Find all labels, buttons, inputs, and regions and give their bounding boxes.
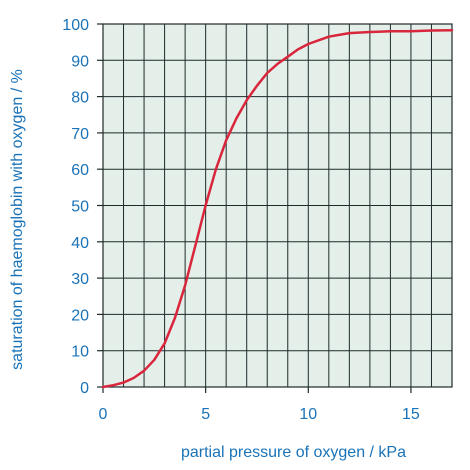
x-tick-label: 10 (299, 406, 317, 423)
y-tick-label: 80 (71, 90, 89, 107)
x-tick-label: 15 (402, 406, 420, 423)
saturation-curve (101, 28, 454, 389)
y-tick-label: 50 (71, 199, 89, 216)
y-tick-label: 70 (71, 126, 89, 143)
y-tick-label: 40 (71, 235, 89, 252)
x-axis-label: partial pressure of oxygen / kPa (181, 444, 406, 461)
y-tick-label: 10 (71, 344, 89, 361)
y-tick-label: 90 (71, 53, 89, 70)
y-tick-label: 100 (62, 17, 89, 34)
y-tick-label: 20 (71, 307, 89, 324)
y-tick-label: 60 (71, 162, 89, 179)
x-tick-label: 0 (99, 406, 108, 423)
x-tick-label: 5 (201, 406, 210, 423)
horizontal-gridlines (103, 59, 452, 352)
y-tick-label: 0 (80, 380, 89, 397)
x-axis-ticks: 0 5 10 15 (99, 387, 420, 423)
y-axis-ticks: 0 10 20 30 40 50 60 70 80 90 100 (62, 17, 103, 397)
y-tick-label: 30 (71, 271, 89, 288)
y-axis-label: saturation of haemoglobin with oxygen / … (9, 69, 26, 370)
